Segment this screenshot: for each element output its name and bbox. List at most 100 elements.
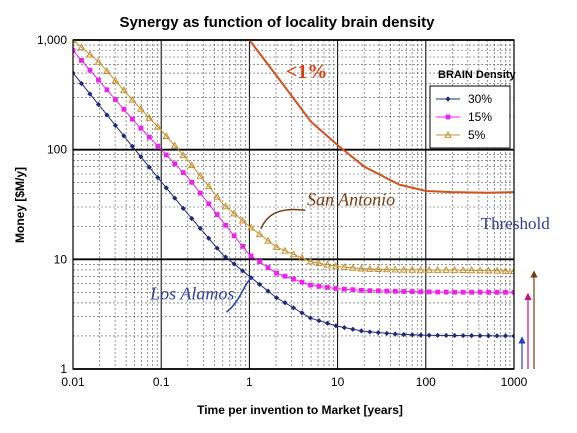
data-point	[442, 265, 451, 273]
data-point	[384, 330, 390, 336]
data-point	[485, 333, 492, 339]
data-point	[316, 283, 322, 289]
data-point	[443, 289, 449, 295]
data-point	[281, 246, 289, 254]
data-point	[256, 281, 263, 287]
data-point	[223, 222, 229, 228]
data-point	[189, 179, 195, 185]
data-point	[460, 332, 466, 339]
data-point	[145, 113, 154, 121]
data-point	[231, 261, 237, 267]
data-point	[163, 185, 169, 191]
data-point	[510, 267, 514, 275]
data-point	[452, 289, 458, 295]
data-point	[163, 152, 169, 158]
series-layer	[73, 40, 514, 339]
data-point	[416, 265, 425, 273]
data-point	[469, 289, 474, 295]
data-point	[435, 289, 441, 295]
x-tick-label: 100	[416, 375, 436, 389]
data-point	[308, 282, 313, 288]
legend-swatch-marker	[444, 130, 452, 138]
y-tick-label: 1,000	[37, 33, 67, 47]
legend-label: 5%	[468, 128, 486, 142]
data-point	[409, 289, 415, 295]
data-point	[425, 265, 434, 273]
data-point	[502, 333, 509, 339]
data-point	[274, 270, 279, 276]
data-point	[73, 70, 76, 76]
series-5%	[73, 40, 514, 275]
data-point	[452, 332, 458, 339]
x-axis-label: Time per invention to Market [years]	[197, 403, 403, 417]
data-point	[409, 332, 415, 338]
data-point	[350, 326, 356, 332]
data-point	[104, 112, 110, 118]
data-point	[179, 151, 188, 159]
data-point	[231, 233, 237, 239]
x-tick-label: 0.1	[153, 375, 170, 389]
data-point	[341, 286, 347, 292]
data-point	[223, 254, 229, 260]
data-point	[247, 223, 255, 231]
data-point	[476, 266, 484, 274]
data-point	[146, 164, 152, 170]
x-tick-label: 1000	[501, 375, 528, 389]
data-point	[96, 77, 101, 83]
data-point	[136, 104, 145, 112]
data-point	[289, 250, 298, 258]
data-point	[282, 300, 288, 306]
data-point	[79, 58, 84, 63]
data-point	[332, 262, 340, 270]
data-point	[349, 263, 357, 271]
data-point	[460, 289, 466, 295]
data-point	[146, 134, 152, 140]
y-tick-label: 100	[47, 143, 67, 157]
data-point	[290, 305, 297, 311]
data-point	[94, 57, 103, 65]
data-point	[120, 86, 128, 94]
legend-label: 30%	[468, 92, 492, 106]
data-point	[333, 323, 339, 329]
data-point	[501, 266, 510, 274]
data-point	[450, 265, 459, 273]
data-point	[180, 170, 186, 176]
data-point	[358, 287, 364, 293]
series-30%	[73, 70, 514, 339]
data-point	[323, 260, 332, 268]
data-point	[426, 332, 432, 338]
data-point	[358, 328, 364, 334]
data-point	[401, 331, 407, 338]
data-point	[257, 259, 262, 265]
data-point	[87, 67, 93, 73]
data-point	[111, 76, 120, 84]
data-point	[511, 333, 514, 339]
data-point	[426, 289, 432, 295]
data-point	[384, 288, 390, 294]
data-point	[375, 288, 381, 294]
data-point	[477, 333, 483, 339]
data-point	[112, 122, 119, 129]
data-point	[113, 97, 118, 102]
data-point	[401, 289, 407, 294]
data-point	[162, 132, 171, 139]
data-point	[121, 133, 127, 139]
data-point	[306, 257, 315, 265]
data-point	[204, 182, 213, 190]
y-tick-label: 1	[60, 362, 67, 376]
data-point	[172, 161, 178, 167]
data-point	[214, 212, 220, 217]
data-point	[255, 230, 264, 238]
data-point	[325, 284, 330, 290]
data-point	[238, 216, 247, 224]
data-point	[189, 215, 195, 222]
data-point	[170, 141, 179, 149]
threshold-arrows	[518, 270, 538, 369]
data-point	[350, 287, 356, 293]
data-point	[477, 289, 483, 295]
data-point	[221, 202, 230, 210]
data-point	[307, 315, 314, 321]
data-point	[197, 225, 203, 231]
data-point	[265, 288, 271, 294]
